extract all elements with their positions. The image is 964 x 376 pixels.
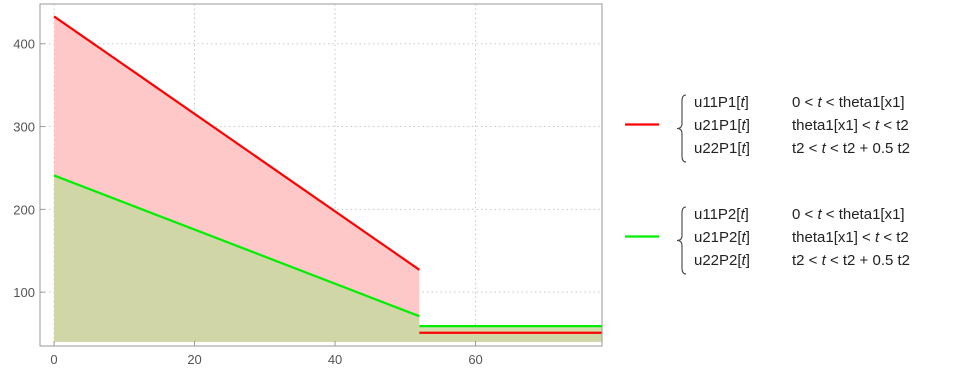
plot-frame xyxy=(39,3,603,347)
y-tick-label: 100 xyxy=(13,285,35,300)
legend-condition-label: t2 < t < t2 + 0.5 t2 xyxy=(792,252,910,269)
legend-condition-label: theta1[x1] < t < t2 xyxy=(792,117,909,134)
legend-group-1: u11P1[t] 0 < t < theta1[x1] u21P1[t] theta1… xyxy=(625,94,910,163)
y-tick-label: 400 xyxy=(13,37,35,52)
legend-brace-1 xyxy=(676,94,687,163)
series-2-area xyxy=(54,175,420,342)
x-tick-label: 0 xyxy=(50,352,57,367)
legend-group-2: u11P2[t] 0 < t < theta1[x1] u21P2[t] theta1… xyxy=(625,206,910,275)
legend-condition-label: 0 < t < theta1[x1] xyxy=(792,94,905,111)
legend-function-label: u11P1[t] xyxy=(694,94,749,111)
legend-function-label: u22P2[t] xyxy=(694,252,750,269)
series-2-line xyxy=(53,174,420,318)
x-tick-label: 20 xyxy=(187,352,201,367)
legend-condition-label: theta1[x1] < t < t2 xyxy=(792,229,909,246)
legend-function-label: u11P2[t] xyxy=(694,206,749,223)
series-2-area xyxy=(419,326,602,342)
y-tick-label: 300 xyxy=(13,120,35,135)
legend-condition-label: t2 < t < t2 + 0.5 t2 xyxy=(792,140,910,157)
legend-function-label: u22P1[t] xyxy=(694,140,750,157)
series-1-line xyxy=(53,15,420,271)
legend-brace-2 xyxy=(676,206,687,275)
legend-function-label: u21P2[t] xyxy=(694,229,750,246)
legend-condition-label: 0 < t < theta1[x1] xyxy=(792,206,905,223)
x-tick-label: 40 xyxy=(328,352,342,367)
y-tick-label: 200 xyxy=(13,202,35,217)
x-tick-label: 60 xyxy=(468,352,482,367)
legend-function-label: u21P1[t] xyxy=(694,117,750,134)
